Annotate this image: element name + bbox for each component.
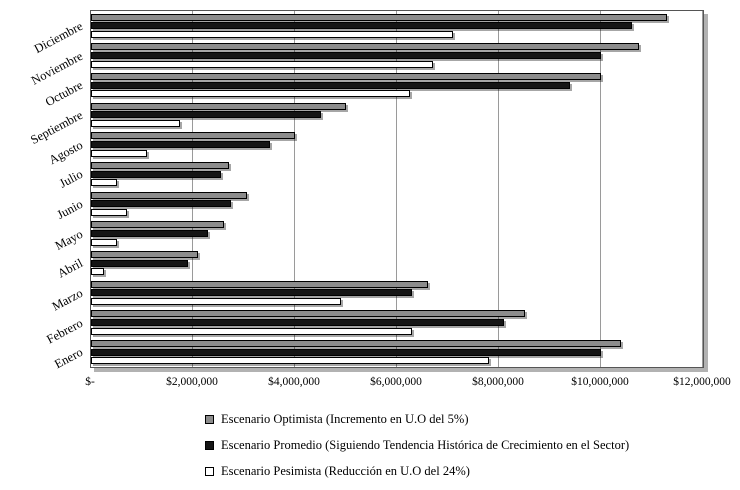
x-axis-tick: $4,000,000 [268, 376, 320, 388]
legend-item: Escenario Promedio (Siguiendo Tendencia … [205, 438, 629, 453]
bar-agosto-series-0 [91, 132, 295, 140]
bar-agosto-series-2 [91, 149, 148, 157]
x-axis-tick: $10,000,000 [571, 376, 629, 388]
legend-item: Escenario Optimista (Incremento en U.O d… [205, 412, 629, 427]
x-axis-tick: $8,000,000 [472, 376, 524, 388]
bar-noviembre-series-1 [91, 52, 601, 59]
bar-diciembre-series-1 [91, 22, 632, 30]
gridline [600, 11, 601, 367]
bar-octubre-series-1 [91, 81, 571, 89]
bar-noviembre-series-2 [91, 60, 433, 68]
legend-label: Escenario Pesimista (Reducción en U.O de… [221, 464, 470, 478]
bar-diciembre-series-2 [91, 31, 454, 39]
bar-septiembre-series-1 [91, 111, 321, 119]
gridline [396, 11, 397, 367]
bar-enero-series-0 [91, 339, 622, 347]
bar-junio-series-1 [91, 200, 232, 208]
bar-septiembre-series-2 [91, 120, 181, 128]
x-axis-tick: $12,000,000 [673, 376, 731, 388]
bar-agosto-series-1 [91, 141, 270, 148]
x-axis-tick: $6,000,000 [370, 376, 422, 388]
bar-diciembre-series-0 [91, 13, 668, 21]
bar-noviembre-series-0 [91, 43, 640, 51]
gridline [702, 11, 703, 367]
bar-enero-series-1 [91, 348, 601, 356]
x-axis-tick: $- [85, 376, 95, 388]
legend-marker-icon [205, 441, 214, 450]
bar-abril-series-1 [91, 259, 188, 267]
bar-septiembre-series-0 [91, 102, 346, 110]
bar-junio-series-0 [91, 191, 247, 199]
bar-enero-series-2 [91, 357, 489, 365]
gridline [192, 11, 193, 367]
bar-julio-series-1 [91, 170, 222, 178]
bar-marzo-series-2 [91, 298, 341, 306]
bar-julio-series-2 [91, 179, 117, 187]
bar-mayo-series-0 [91, 221, 224, 229]
bar-febrero-series-1 [91, 319, 505, 326]
bar-junio-series-2 [91, 209, 127, 217]
gridline [498, 11, 499, 367]
bar-abril-series-2 [91, 268, 104, 276]
legend: Escenario Optimista (Incremento en U.O d… [205, 412, 629, 490]
bar-febrero-series-0 [91, 310, 525, 318]
bar-abril-series-0 [91, 250, 199, 258]
legend-item: Escenario Pesimista (Reducción en U.O de… [205, 464, 629, 479]
bar-octubre-series-0 [91, 72, 601, 80]
plot-area [90, 10, 704, 368]
legend-label: Escenario Promedio (Siguiendo Tendencia … [221, 438, 630, 452]
bar-mayo-series-2 [91, 238, 117, 246]
bar-julio-series-0 [91, 161, 229, 169]
x-axis-tick: $2,000,000 [166, 376, 218, 388]
legend-marker-icon [205, 467, 214, 476]
bar-febrero-series-2 [91, 327, 413, 335]
bar-marzo-series-0 [91, 280, 428, 288]
legend-marker-icon [205, 415, 214, 424]
bar-marzo-series-1 [91, 289, 413, 297]
legend-label: Escenario Optimista (Incremento en U.O d… [221, 412, 469, 426]
bar-mayo-series-1 [91, 230, 209, 237]
gridline [294, 11, 295, 367]
bar-octubre-series-2 [91, 90, 410, 98]
